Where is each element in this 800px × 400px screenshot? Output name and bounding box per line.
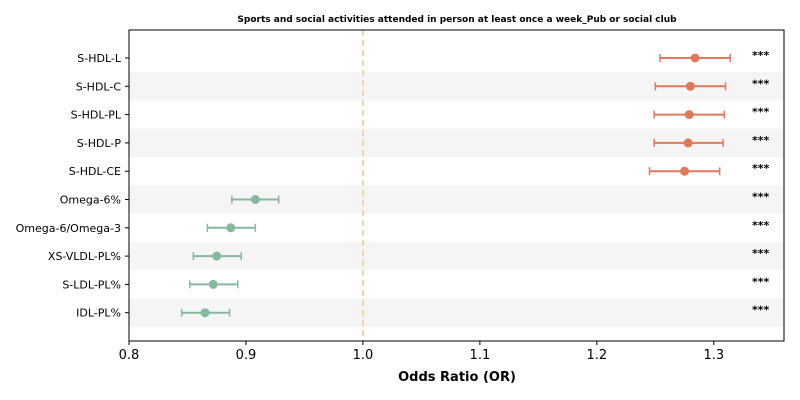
x-tick-label: 1.0 [353,348,374,363]
data-rows: S-HDL-L *** S-HDL-C *** S-HDL-PL *** S-HDL-P **… [16,49,770,320]
x-axis: 0.8 0.9 1.0 1.1 1.2 1.3 [119,341,724,363]
x-tick-label: 1.1 [470,348,491,363]
row-band [129,298,784,327]
plot-frame [128,29,785,342]
forest-row: S-HDL-C *** [76,77,770,93]
x-tick-label: 0.8 [119,348,140,363]
x-axis-title: Odds Ratio (OR) [398,370,516,385]
row-band [129,185,784,214]
forest-row: Omega-6/Omega-3 *** [16,219,770,235]
x-tick-label: 0.9 [236,348,257,363]
or-point [200,308,210,318]
significance-label: *** [752,77,770,90]
x-tick-label: 1.2 [587,348,608,363]
significance-label: *** [752,106,770,119]
or-point [226,223,236,233]
or-point [680,166,690,176]
significance-label: *** [752,49,770,62]
or-point [212,251,222,261]
forest-row: IDL-PL% *** [76,304,769,320]
forest-row: S-LDL-PL% *** [62,275,769,291]
forest-row: Omega-6% *** [60,191,770,207]
forest-row: S-HDL-L *** [77,49,769,65]
significance-label: *** [752,247,770,260]
row-label: S-HDL-L [77,52,122,65]
forest-row: S-HDL-P *** [77,134,770,150]
or-point [208,279,218,289]
forest-row: XS-VLDL-PL% *** [48,247,770,263]
row-label: IDL-PL% [76,307,121,320]
row-label: S-HDL-PL [71,109,122,122]
or-point [684,110,694,120]
x-tick-label: 1.3 [703,348,724,363]
row-label: S-LDL-PL% [62,278,121,291]
forest-row: S-HDL-CE *** [69,162,770,178]
or-point [683,138,693,148]
or-point [250,195,260,204]
row-label: Omega-6/Omega-3 [16,222,121,235]
row-label: S-HDL-CE [69,165,121,178]
or-point [690,53,700,63]
significance-label: *** [752,191,770,204]
or-point [685,81,695,91]
significance-label: *** [752,304,770,317]
row-label: Omega-6% [60,194,121,207]
row-label: XS-VLDL-PL% [48,250,121,263]
row-label: S-HDL-C [76,80,122,93]
row-label: S-HDL-P [77,137,122,150]
significance-label: *** [752,275,770,288]
row-bands [129,72,784,327]
significance-label: *** [752,162,770,175]
significance-label: *** [752,134,770,147]
forest-row: S-HDL-PL *** [71,106,770,122]
significance-label: *** [752,219,770,232]
chart-title: Sports and social activities attended in… [237,15,677,25]
